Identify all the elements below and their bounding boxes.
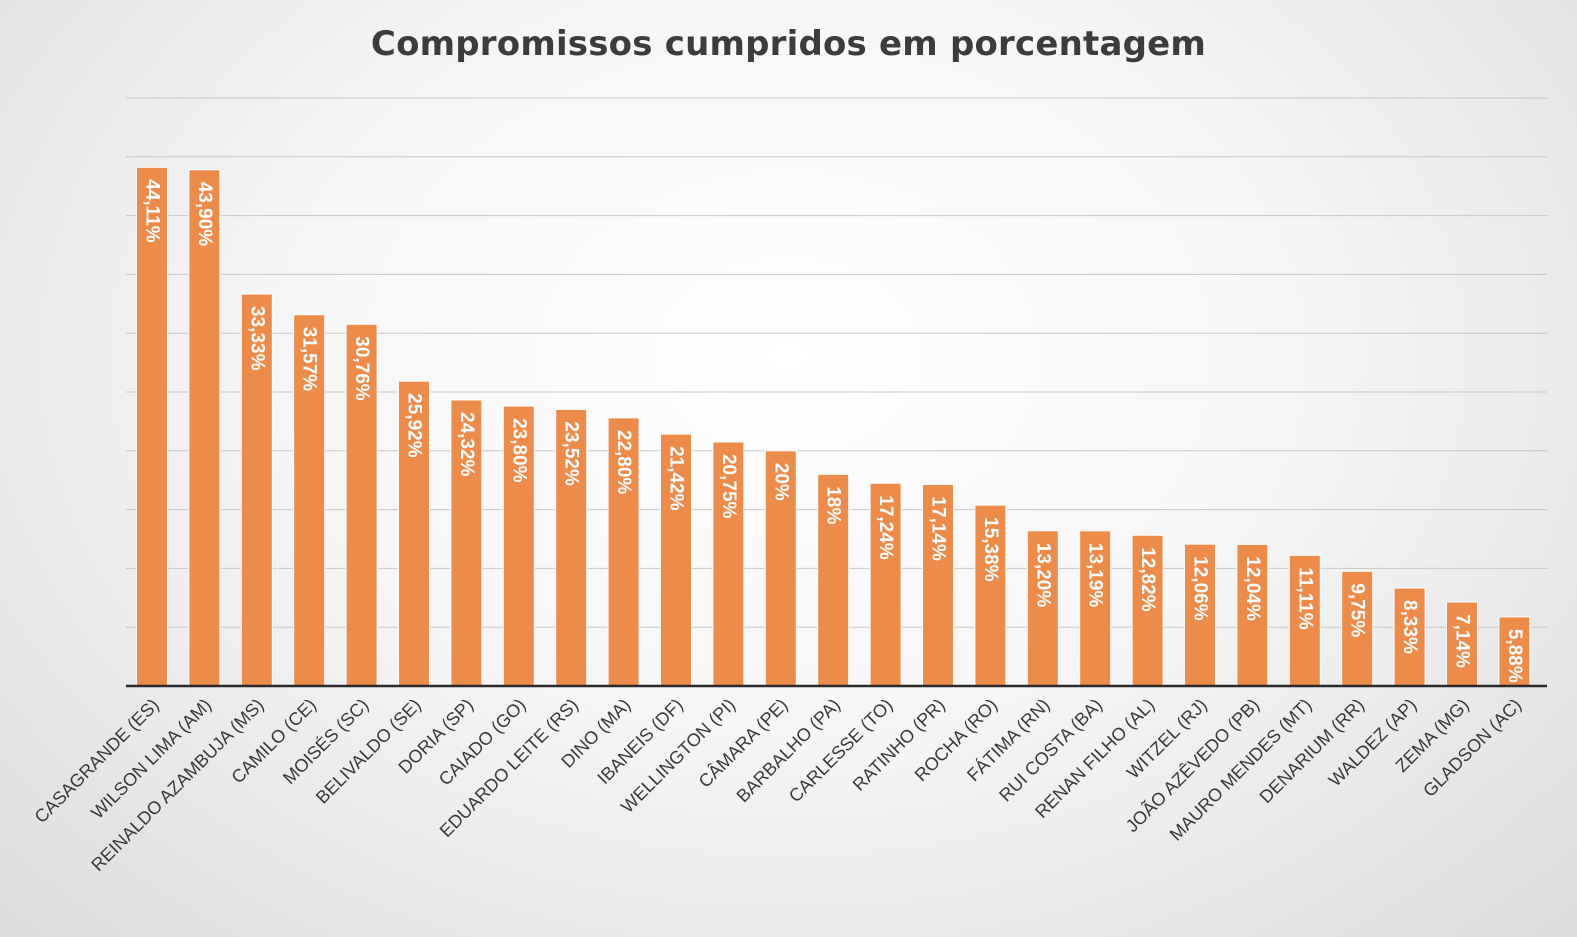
data-label: 8,33% (1399, 600, 1420, 654)
bar (136, 166, 168, 687)
data-label: 44,11% (142, 179, 163, 242)
bar (922, 483, 954, 687)
bar (869, 482, 902, 687)
data-labels: 44,11% 43,90% 33,33% 31,57% 30,76% 25,92% 24,3… (142, 179, 1525, 683)
data-label: 30,76% (351, 336, 372, 401)
data-label: 23,80% (508, 418, 529, 483)
data-label: 25,92% (404, 393, 425, 458)
bar (1026, 530, 1059, 687)
bar (1131, 534, 1164, 687)
bar (1079, 530, 1112, 687)
data-label: 23,52% (561, 421, 582, 486)
data-label: 22,80% (613, 430, 634, 495)
bar (1393, 587, 1426, 687)
data-label: 11,11% (1294, 567, 1315, 629)
data-label: 15,38% (980, 517, 1001, 582)
bar (188, 169, 221, 687)
data-label: 12,04% (1242, 556, 1263, 621)
bar (240, 293, 273, 687)
data-label: 9,75% (1347, 583, 1368, 637)
x-tick-label: GLADSON (AC) (1419, 695, 1525, 801)
chart-title: Compromissos cumpridos em porcentagem (370, 24, 1207, 64)
data-label: 5,88% (1504, 629, 1525, 683)
x-tick-label: RATINHO (PR) (849, 695, 949, 795)
data-label: 17,24% (875, 495, 896, 560)
data-label: 20,75% (718, 454, 739, 519)
bar (1498, 616, 1531, 687)
bars (136, 166, 1531, 687)
bar (1236, 543, 1269, 687)
bar (660, 433, 692, 687)
bar (974, 504, 1007, 687)
data-label: 17,14% (928, 496, 949, 561)
data-label: 31,57% (299, 327, 320, 392)
bar (1288, 554, 1321, 687)
data-label: 12,06% (1190, 556, 1211, 621)
data-label: 12,82% (1137, 547, 1158, 612)
x-tick-labels: CASAGRANDE (ES)WILSON LIMA (AM)REINALDO … (31, 694, 1526, 875)
data-label: 20% (770, 463, 791, 501)
bar (764, 450, 797, 687)
bar (555, 408, 588, 687)
bar (450, 399, 483, 687)
data-label: 21,42% (666, 446, 687, 511)
bar (607, 417, 640, 687)
bar (345, 323, 378, 687)
data-label: 13,19% (1085, 543, 1106, 608)
data-label: 24,32% (456, 412, 477, 477)
bar (1446, 601, 1478, 687)
data-label: 18% (823, 486, 844, 524)
data-label: 7,14% (1452, 614, 1473, 668)
data-label: 13,20% (1032, 543, 1053, 608)
bar (1184, 543, 1216, 687)
data-label: 33,33% (246, 306, 267, 371)
data-label: 43,90% (194, 182, 215, 247)
